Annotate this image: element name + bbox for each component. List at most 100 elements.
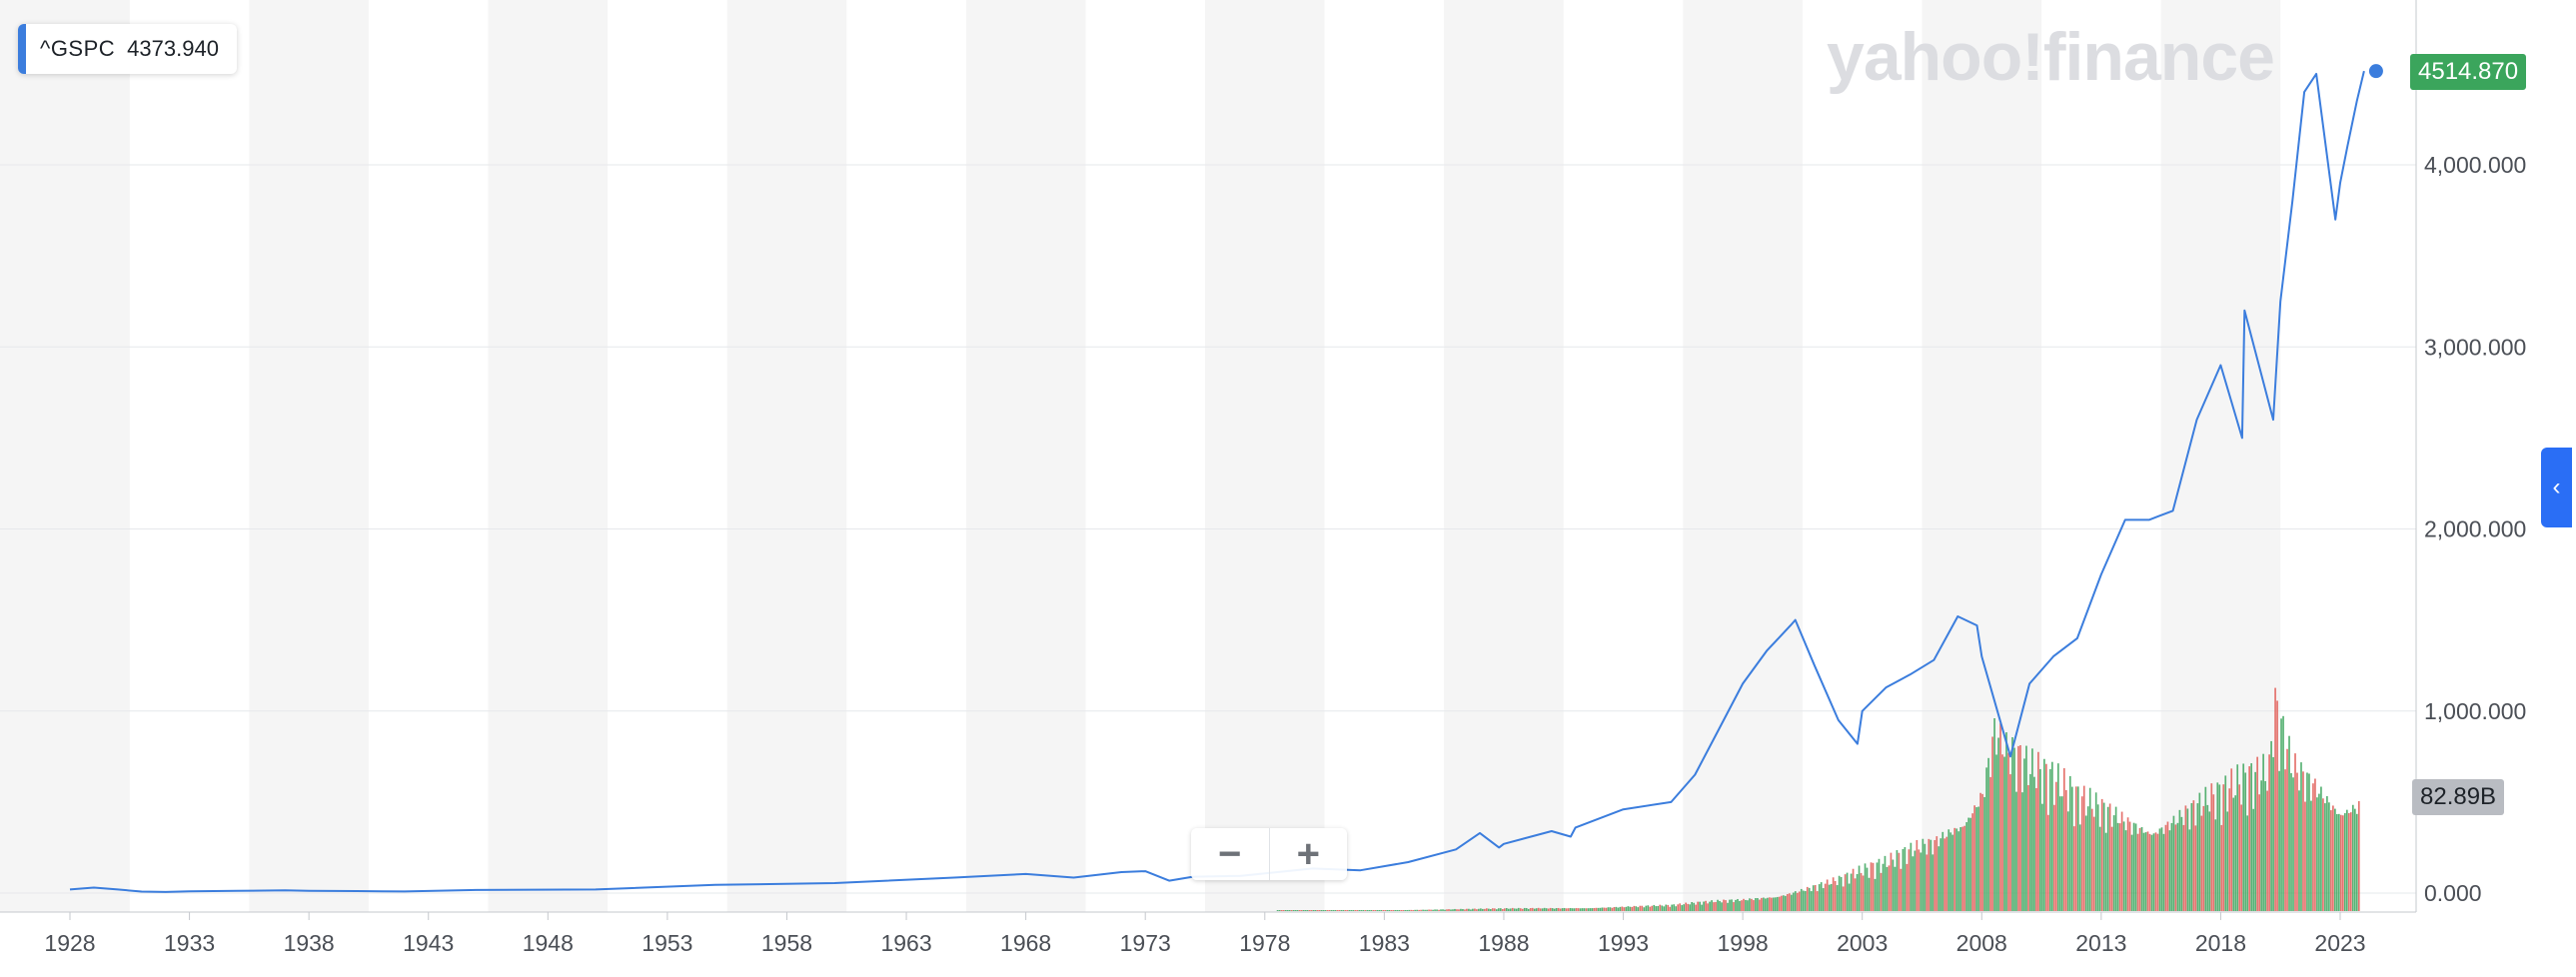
volume-bar	[1695, 904, 1697, 911]
x-tick-label: 1933	[164, 930, 215, 956]
volume-bar	[1685, 902, 1688, 911]
volume-bar	[2268, 754, 2270, 911]
volume-bar	[2341, 815, 2344, 911]
volume-bar	[1304, 910, 1307, 911]
zoom-out-button[interactable]: −	[1191, 828, 1269, 880]
volume-bar	[1880, 872, 1883, 911]
volume-bar	[2164, 824, 2167, 911]
volume-bar	[2296, 772, 2298, 911]
volume-bar	[2007, 752, 2009, 911]
volume-bar	[1681, 905, 1684, 911]
volume-bar	[1619, 906, 1622, 911]
volume-bar	[2188, 829, 2191, 911]
volume-bar	[2302, 771, 2304, 911]
x-tick-label: 1943	[403, 930, 454, 956]
volume-bar	[1637, 907, 1640, 911]
volume-bar	[2282, 715, 2284, 911]
volume-bar	[2206, 804, 2209, 911]
volume-bar	[2142, 832, 2145, 911]
volume-bar	[2092, 816, 2095, 911]
volume-bar	[2070, 786, 2073, 911]
volume-bar	[1442, 909, 1444, 911]
volume-bar	[1352, 910, 1355, 911]
volume-bar	[1296, 910, 1299, 911]
volume-bar	[1987, 757, 1989, 911]
volume-bar	[2019, 744, 2021, 911]
volume-bar	[1565, 908, 1568, 911]
volume-bar	[1739, 900, 1741, 911]
volume-bar	[1430, 909, 1432, 911]
volume-bar	[1872, 862, 1875, 911]
x-tick-label: 1973	[1120, 930, 1171, 956]
volume-bar	[2242, 763, 2245, 911]
volume-bar	[1649, 906, 1652, 911]
volume-bar	[1569, 907, 1572, 911]
horizontal-gridlines	[0, 164, 2416, 894]
volume-bar	[1390, 910, 1393, 911]
volume-bar	[1773, 897, 1775, 911]
volume-bar	[1282, 910, 1285, 911]
volume-bar	[1663, 906, 1666, 911]
x-axis-ticks: 1928 1933 1938 1943 1948 1953 1958 1963 1968 1973…	[44, 912, 2366, 956]
volume-bar	[1549, 907, 1552, 911]
volume-bar	[1597, 907, 1600, 911]
volume-bar	[2250, 763, 2253, 911]
volume-bar	[1382, 910, 1385, 911]
volume-bar	[2190, 802, 2193, 911]
volume-bar	[1719, 901, 1721, 911]
volume-bar	[2158, 828, 2161, 911]
volume-bar	[1727, 902, 1729, 911]
volume-bar	[2148, 833, 2151, 911]
volume-bar	[1955, 828, 1958, 911]
year-band	[488, 0, 609, 912]
last-price-dot	[2368, 64, 2383, 79]
volume-bar	[1384, 910, 1387, 911]
volume-bar	[2306, 772, 2308, 911]
volume-bar	[1497, 908, 1500, 911]
volume-bar	[1755, 898, 1757, 911]
volume-bar	[2200, 815, 2203, 911]
volume-bar	[1507, 908, 1510, 911]
volume-bar	[2248, 766, 2251, 911]
volume-bar	[1697, 901, 1699, 911]
ticker-badge[interactable]: ^GSPC 4373.940	[18, 24, 237, 74]
volume-bar	[2112, 815, 2115, 911]
volume-bar	[2066, 811, 2069, 911]
volume-bar	[1729, 899, 1731, 911]
expand-panel-button[interactable]: ‹	[2541, 448, 2572, 527]
volume-bar	[1953, 827, 1956, 911]
volume-bar	[1890, 852, 1893, 911]
volume-bar	[1918, 849, 1921, 911]
volume-bar	[1607, 907, 1610, 911]
volume-bar	[1617, 907, 1620, 911]
volume-bar	[1326, 910, 1329, 911]
volume-bar	[1364, 909, 1367, 911]
volume-bar	[1935, 836, 1938, 911]
volume-bar	[1910, 842, 1913, 911]
volume-bar	[1981, 793, 1983, 911]
volume-bar	[1448, 909, 1450, 911]
volume-bar	[1571, 908, 1574, 911]
zoom-in-button[interactable]: +	[1268, 828, 1348, 880]
volume-bar	[1866, 867, 1869, 911]
volume-bar	[2029, 773, 2031, 911]
volume-bar	[1723, 899, 1725, 911]
volume-bar	[1683, 904, 1686, 911]
volume-bar	[2051, 761, 2053, 911]
volume-bar	[2106, 806, 2109, 911]
x-tick-label: 1963	[880, 930, 931, 956]
volume-bar	[1330, 910, 1333, 911]
volume-bar	[1573, 908, 1576, 911]
volume-bar	[2220, 824, 2223, 911]
volume-bar	[1774, 897, 1777, 911]
volume-bar	[1874, 878, 1877, 911]
volume-bar	[1824, 883, 1827, 911]
volume-bar	[1563, 907, 1566, 911]
volume-bar	[1290, 910, 1293, 911]
volume-bar	[1709, 901, 1711, 911]
volume-bar	[2236, 764, 2239, 911]
volume-bar	[1541, 908, 1544, 911]
volume-bar	[1480, 908, 1482, 911]
volume-bar	[2228, 788, 2231, 911]
